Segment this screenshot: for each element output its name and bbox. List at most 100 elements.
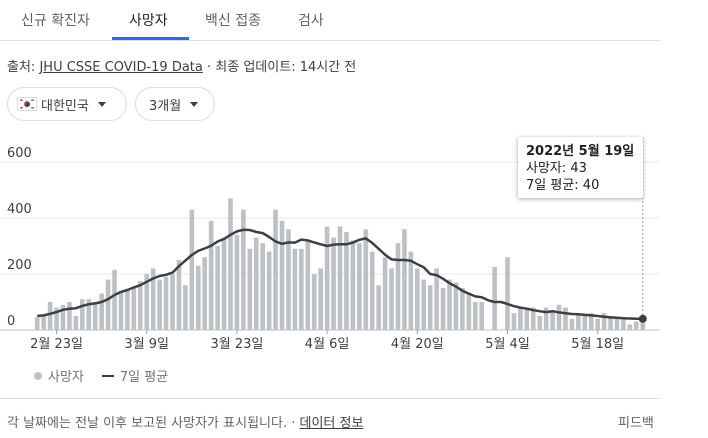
bar [125, 289, 130, 330]
bar [543, 307, 549, 330]
bar [311, 274, 317, 330]
bar [299, 248, 304, 330]
period-dropdown[interactable]: 3개월 [135, 87, 215, 121]
bar [47, 302, 53, 330]
tab-tests[interactable]: 검사 [298, 13, 324, 29]
bar [588, 313, 594, 330]
bar [331, 237, 336, 330]
bar [460, 288, 465, 330]
bar [395, 243, 401, 330]
bar [550, 310, 555, 330]
bar [273, 209, 278, 330]
source-link[interactable]: JHU CSSE COVID-19 Data [39, 60, 203, 75]
bar [215, 246, 220, 330]
bar [118, 290, 124, 330]
bar [176, 260, 182, 330]
bar [447, 279, 452, 330]
bar [421, 279, 427, 330]
bar [453, 282, 459, 330]
bar [621, 317, 626, 330]
bar [247, 248, 253, 330]
footer-note: 각 날짜에는 전날 이후 보고된 사망자가 표시됩니다. · 데이터 정보 [7, 412, 363, 431]
bar [195, 265, 201, 330]
bar [595, 318, 601, 330]
y-tick-label: 0 [7, 314, 15, 329]
x-tick-label: 4월 20일 [391, 337, 444, 352]
bar [221, 237, 227, 330]
bar [286, 229, 291, 330]
dropdown-arrow-icon [190, 101, 199, 107]
bar [530, 307, 536, 330]
bar [92, 302, 98, 330]
bar [234, 234, 240, 330]
bar [266, 251, 272, 330]
bar [627, 324, 633, 330]
legend-line-swatch [101, 374, 114, 377]
active-tab-indicator [112, 37, 189, 40]
bar [511, 313, 517, 330]
bar [537, 316, 543, 330]
x-tick-label: 3월 9일 [124, 337, 169, 352]
bar [228, 198, 233, 330]
bar [576, 313, 581, 330]
bar [241, 209, 246, 330]
tooltip-date: 2022년 5월 19일 [526, 144, 635, 159]
tab-bar: 신규 확진자 사망자 백신 접종 검사 [0, 0, 660, 41]
bar [363, 229, 369, 330]
bar [189, 209, 195, 330]
bar [183, 285, 188, 330]
footer-text: 각 날짜에는 전날 이후 보고된 사망자가 표시됩니다. [7, 416, 288, 431]
bar [408, 251, 414, 330]
source-prefix: 출처: [7, 60, 36, 75]
feedback-link[interactable]: 피드백 [618, 416, 654, 431]
last-updated: 최종 업데이트: 14시간 전 [215, 60, 357, 75]
tab-new-cases[interactable]: 신규 확진자 [21, 13, 90, 29]
x-tick-label: 5월 4일 [485, 337, 530, 352]
bar [67, 302, 72, 330]
x-tick-label: 4월 6일 [305, 337, 350, 352]
footer-divider [0, 398, 660, 399]
bar [505, 257, 510, 330]
bar [253, 237, 259, 330]
source-separator: · [207, 60, 212, 75]
bar [640, 317, 646, 330]
bar [131, 286, 137, 330]
deaths-chart[interactable]: 0 200 400 600 2월 23일 3월 9일 3월 23일 4월 6일 4월 20일 5월… [0, 135, 708, 365]
bar [279, 220, 285, 330]
bar [99, 293, 104, 330]
bar [382, 257, 388, 330]
bar [376, 285, 381, 330]
daily-deaths-bars [34, 198, 646, 330]
bar [292, 248, 298, 330]
bar [389, 268, 394, 330]
bar [202, 257, 208, 330]
bar [563, 307, 568, 330]
dropdown-arrow-icon [97, 101, 106, 107]
bar [157, 279, 162, 330]
bar [350, 240, 356, 330]
tab-deaths[interactable]: 사망자 [129, 13, 168, 29]
bar [614, 318, 620, 330]
bar [208, 220, 214, 330]
data-info-link[interactable]: 데이터 정보 [299, 416, 364, 431]
bar [150, 268, 156, 330]
bar [369, 251, 375, 330]
bar [608, 316, 613, 330]
bar [440, 288, 446, 330]
region-dropdown[interactable]: 대한민국 [7, 87, 127, 121]
x-tick-label: 2월 23일 [30, 337, 83, 352]
tab-vaccinations[interactable]: 백신 접종 [205, 13, 261, 29]
bar [569, 318, 575, 330]
tooltip-deaths: 사망자: 43 [526, 161, 587, 176]
bar [601, 313, 607, 330]
y-tick-label: 600 [7, 146, 32, 161]
bar [144, 274, 150, 330]
axis-labels: 0 200 400 600 2월 23일 3월 9일 3월 23일 4월 6일 4월 20일 5월… [7, 146, 624, 352]
bar [518, 307, 523, 330]
chart-tooltip: 2022년 5월 19일 사망자: 43 7일 평균: 40 [518, 137, 643, 198]
bar [479, 302, 485, 330]
bar [357, 243, 362, 330]
bar [137, 281, 143, 330]
x-tick-label: 3월 23일 [210, 337, 263, 352]
bar [427, 285, 433, 330]
